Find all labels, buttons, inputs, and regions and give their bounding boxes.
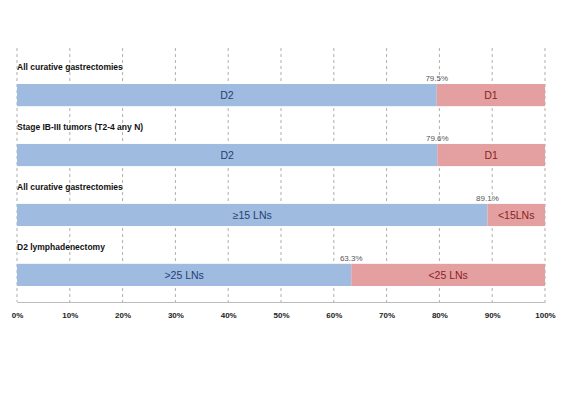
- bar-segment: [487, 204, 545, 226]
- tick: 100%: [535, 302, 555, 320]
- data-label: 63.3%: [340, 254, 363, 263]
- tick-label: 100%: [535, 311, 555, 320]
- bar-segment: [17, 204, 487, 226]
- data-label: 79.6%: [426, 134, 449, 143]
- tick: 30%: [168, 302, 184, 320]
- tick: 90%: [485, 302, 501, 320]
- row-title: Stage IB-III tumors (T2-4 any N): [17, 122, 143, 132]
- segment-label: <25 LNs: [428, 269, 467, 281]
- data-label: 79.5%: [425, 74, 448, 83]
- tick: 40%: [221, 302, 237, 320]
- tick: 0%: [12, 302, 24, 320]
- tick-label: 90%: [485, 311, 501, 320]
- segment-label: ≥15 LNs: [233, 209, 272, 221]
- segment-label: D2: [220, 89, 234, 101]
- tick-label: 20%: [115, 311, 131, 320]
- row-title: All curative gastrectomies: [17, 182, 123, 192]
- tick: 10%: [62, 302, 78, 320]
- tick-label: 40%: [221, 311, 237, 320]
- x-axis: 0% 10% 20% 30% 40% 50% 60% 70% 80% 90% 100%: [12, 302, 556, 320]
- row-title: All curative gastrectomies: [17, 62, 123, 72]
- tick-label: 10%: [62, 311, 78, 320]
- row-title: D2 lymphadenectomy: [17, 242, 105, 252]
- tick-label: 80%: [432, 311, 448, 320]
- tick: 70%: [379, 302, 395, 320]
- bar-segment: [437, 84, 545, 106]
- axis-line: [18, 302, 546, 303]
- segment-label: <15LNs: [498, 209, 534, 221]
- data-label: 89.1%: [476, 194, 499, 203]
- segment-label: D1: [484, 89, 498, 101]
- segment-label: D2: [220, 149, 234, 161]
- tick: 80%: [432, 302, 448, 320]
- tick: 50%: [273, 302, 289, 320]
- tick-label: 50%: [273, 311, 289, 320]
- segment-label: >25 LNs: [164, 269, 203, 281]
- tick-label: 30%: [168, 311, 184, 320]
- segment-label: D1: [484, 149, 498, 161]
- tick-label: 70%: [379, 311, 395, 320]
- bar-segment: [17, 144, 437, 166]
- bar-segment: [437, 144, 545, 166]
- tick: 20%: [115, 302, 131, 320]
- texts: D2 79.5% D1 All curative gastrectomies D2 79.…: [17, 62, 534, 281]
- tick-label: 60%: [326, 311, 342, 320]
- tick-label: 0%: [12, 311, 24, 320]
- bars: [17, 84, 545, 286]
- bar-segment: [351, 264, 545, 286]
- tick: 60%: [326, 302, 342, 320]
- bar-segment: [17, 264, 351, 286]
- chart: D2 79.5% D1 All curative gastrectomies D2 79.…: [0, 0, 574, 398]
- grid: [17, 48, 545, 302]
- bar-segment: [17, 84, 437, 106]
